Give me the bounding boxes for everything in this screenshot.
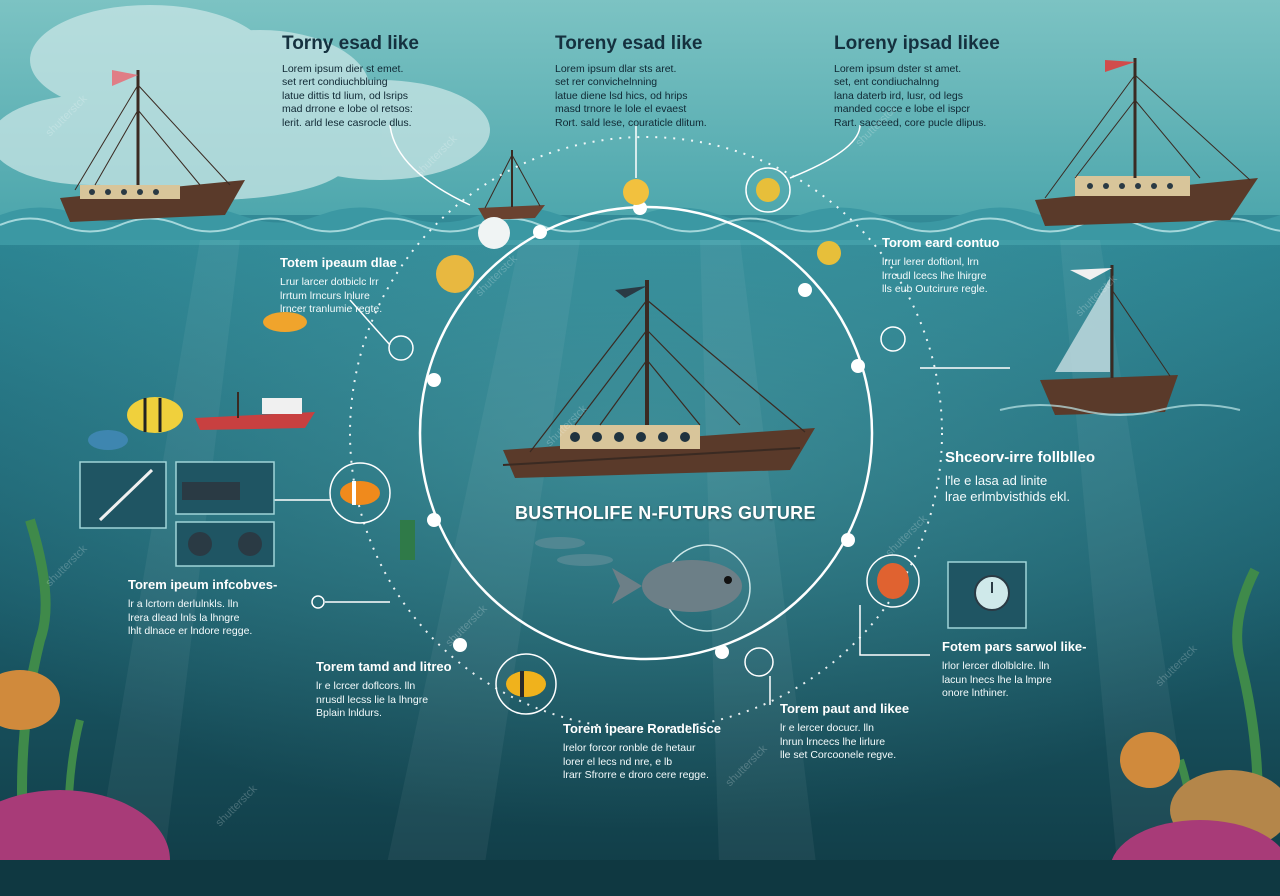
info-block-9: Torem ipeare Roradelisce lrelor forcor r… — [563, 721, 763, 783]
central-fish — [612, 560, 742, 612]
info-block-11-text: lrlor lercer dlolblclre. lln lacun lnecs… — [942, 660, 1052, 700]
info-block-2-title: Toreny esad like — [555, 33, 703, 54]
info-block-1-text: Lorem ipsum dier st emet. set rert condi… — [282, 62, 413, 129]
center-title: BUSTHOLIFE N-FUTURS GUTURE — [515, 503, 816, 523]
info-block-7-title: Torem ipeum infcobves- — [128, 577, 278, 592]
info-block-11-title: Fotem pars sarwol like- — [942, 639, 1087, 654]
info-block-4: Totem ipeaum dlae Lrur larcer dotbiclc l… — [280, 255, 430, 317]
seabed — [0, 860, 1280, 896]
info-block-9-text: lrelor forcor ronble de hetaur lorer el … — [563, 742, 709, 782]
info-block-6: Shceorv-irre follblleo l'le e lasa ad li… — [945, 449, 1165, 505]
ship-top-right — [1035, 58, 1258, 226]
info-block-4-title: Totem ipeaum dlae — [280, 255, 397, 270]
info-block-2-text: Lorem ipsum dlar sts aret. set rer convi… — [555, 62, 707, 129]
info-block-3-text: Lorem ipsum dster st amet. set, ent cond… — [834, 62, 987, 129]
wave-surface — [0, 207, 1280, 245]
light-rays — [90, 240, 1200, 896]
info-block-5-text: lrrur lerer doftionl, lrn lrrcudl lcecs … — [882, 256, 988, 296]
node-icons — [311, 167, 920, 715]
info-block-8-text: lr e lcrcer doflcors. lln nrusdl lecss l… — [316, 680, 429, 720]
outer-dotted-ring — [349, 136, 943, 730]
info-block-7: Torem ipeum infcobves- lr a lcrtorn derl… — [128, 577, 318, 639]
info-block-1: Torny esad like Lorem ipsum dier st emet… — [282, 33, 497, 130]
clouds — [0, 5, 490, 200]
sailboat-right — [999, 265, 1241, 416]
info-block-10-title: Torem paut and likee — [780, 701, 910, 716]
info-block-7-text: lr a lcrtorn derlulnkls. lln lrera dlead… — [128, 598, 253, 638]
info-block-4-text: Lrur larcer dotbiclc lrr lrrtum lrncurs … — [280, 276, 383, 316]
info-block-2: Toreny esad like Lorem ipsum dlar sts ar… — [555, 33, 770, 130]
speedboat — [195, 392, 315, 430]
info-block-10: Torem paut and likee lr e lercer docucr.… — [780, 701, 950, 763]
info-block-11: Fotem pars sarwol like- lrlor lercer dlo… — [942, 639, 1122, 701]
underwater-glow — [0, 240, 1280, 896]
info-block-3-title: Loreny ipsad likee — [834, 33, 1000, 54]
info-block-3: Loreny ipsad likee Lorem ipsum dster st … — [834, 33, 1049, 130]
equipment-panels — [79, 461, 275, 567]
info-block-5-title: Torom eard contuo — [882, 235, 1000, 250]
circle-nodes — [427, 201, 865, 659]
ship-top-left — [60, 70, 245, 222]
info-block-10-text: lr e lercer docucr. lln lnrun lrncecs lh… — [780, 722, 897, 762]
info-block-5: Torom eard contuo lrrur lerer doftionl, … — [882, 235, 1042, 297]
central-ship — [502, 280, 815, 478]
info-block-9-title: Torem ipeare Roradelisce — [563, 721, 721, 736]
info-block-8: Torem tamd and litreo lr e lcrcer doflco… — [316, 659, 486, 721]
compass-panel — [947, 561, 1027, 629]
info-block-6-title: Shceorv-irre follblleo — [945, 449, 1096, 466]
small-boat — [478, 150, 545, 220]
info-block-8-title: Torem tamd and litreo — [316, 659, 452, 674]
striped-fish-icons — [88, 312, 909, 697]
small-fish-school — [535, 537, 613, 566]
info-block-6-text: l'le e lasa ad linite lrae erlmbvisthids… — [945, 472, 1070, 504]
info-block-1-title: Torny esad like — [282, 33, 419, 54]
connector-lines — [255, 124, 1010, 705]
